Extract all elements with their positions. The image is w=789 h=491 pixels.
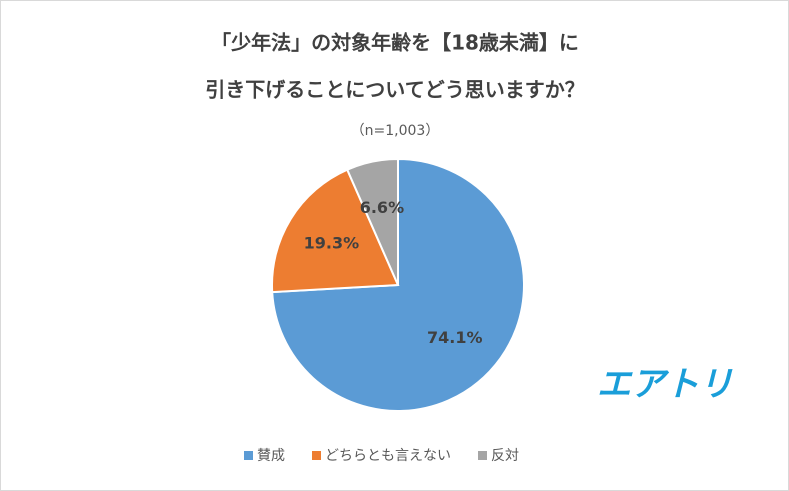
legend-marker <box>478 451 487 460</box>
chart-subtitle: （n=1,003） <box>351 123 440 139</box>
legend-label: 賛成 <box>257 448 285 464</box>
data-label: 74.1% <box>427 328 483 347</box>
data-label: 19.3% <box>304 234 360 253</box>
legend-marker <box>312 451 321 460</box>
logo: エアトリ <box>597 365 733 405</box>
legend-label: どちらとも言えない <box>325 448 451 464</box>
chart-title: 「少年法」の対象年齢を【18歳未満】に <box>211 31 579 55</box>
pie-slice <box>345 157 399 286</box>
pie-slice <box>271 168 400 294</box>
legend-label: 反対 <box>491 448 519 464</box>
chart-title: 引き下げることについてどう思いますか？ <box>205 78 584 102</box>
data-label: 6.6% <box>360 198 404 217</box>
legend-marker <box>244 451 253 460</box>
